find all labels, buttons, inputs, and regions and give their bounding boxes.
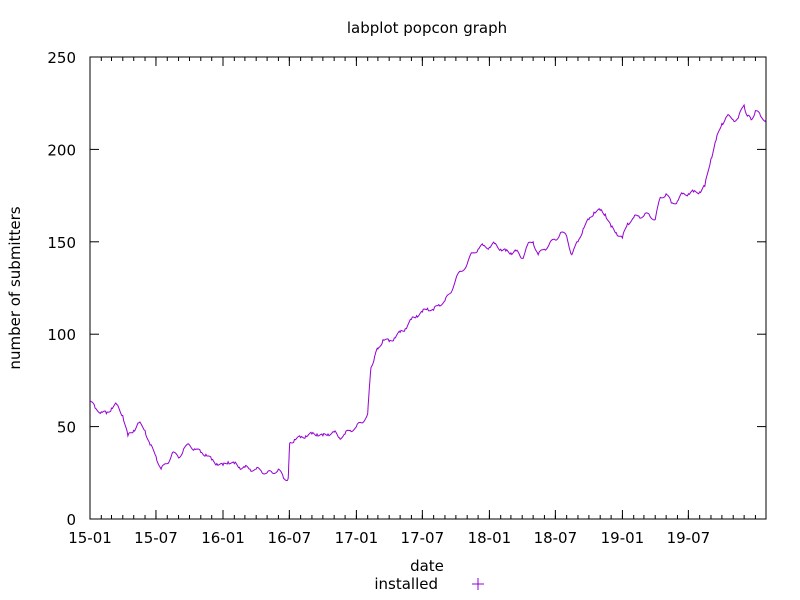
y-tick-label: 250 (47, 49, 76, 67)
legend-label-installed: installed (374, 575, 438, 593)
plot-area (89, 56, 767, 520)
y-axis-label: number of submitters (6, 206, 24, 369)
x-axis-label: date (410, 557, 444, 575)
legend: installed (374, 575, 484, 593)
x-axis: 15-01 15-07 16-01 16-07 17-01 17-07 18-01 18-07… (68, 57, 710, 547)
chart-title: labplot popcon graph (347, 19, 507, 37)
x-tick-label: 19-01 (601, 529, 645, 547)
y-tick-label: 50 (57, 419, 76, 437)
x-tick-label: 17-07 (401, 529, 445, 547)
y-tick-label: 0 (66, 511, 76, 529)
x-tick-label: 16-01 (201, 529, 245, 547)
x-tick-label: 18-07 (534, 529, 578, 547)
legend-marker-installed (472, 578, 484, 590)
y-tick-label: 100 (47, 326, 76, 344)
x-tick-label: 16-07 (268, 529, 312, 547)
series-line-installed (89, 103, 767, 482)
x-tick-label: 17-01 (335, 529, 379, 547)
x-tick-label: 18-01 (468, 529, 512, 547)
x-tick-label: 19-07 (667, 529, 711, 547)
y-axis: 0 50 100 150 200 250 (47, 49, 766, 529)
plot-border (89, 56, 767, 520)
y-tick-label: 200 (47, 141, 76, 159)
series-layer (89, 103, 767, 482)
y-tick-label: 150 (47, 234, 76, 252)
x-tick-label: 15-01 (68, 529, 112, 547)
x-tick-label: 15-07 (134, 529, 178, 547)
